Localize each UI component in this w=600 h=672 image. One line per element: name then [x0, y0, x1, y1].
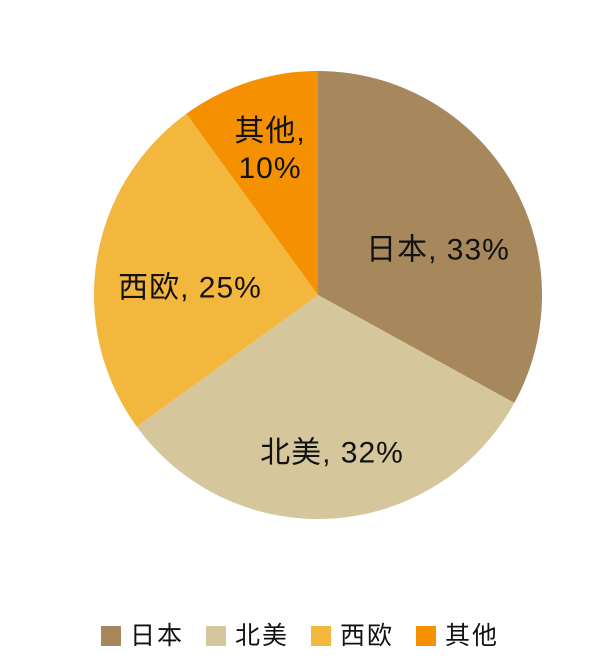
legend-swatch-other: [416, 626, 437, 646]
slice-label-japan: 日本, 33%: [366, 233, 510, 267]
pie-slice-4: [186, 71, 318, 295]
legend-item-other: 其他: [416, 622, 499, 650]
legend-swatch-north-america: [205, 626, 226, 646]
legend-swatch-japan: [100, 626, 121, 646]
legend-item-north-america: 北美: [205, 622, 289, 650]
slice-label-western-europe: 西欧, 25%: [118, 271, 262, 305]
legend-item-western-europe: 西欧: [311, 622, 394, 650]
pie-slice-1: [318, 71, 543, 403]
legend-label-north-america: 北美: [234, 622, 289, 650]
legend-label-other: 其他: [445, 622, 500, 650]
slice-label-north-america: 北美, 32%: [260, 436, 404, 470]
pie-slice-2: [136, 295, 515, 520]
pie-slice-3: [93, 113, 318, 427]
legend-item-japan: 日本: [100, 622, 184, 650]
legend-swatch-western-europe: [311, 626, 331, 646]
slice-label-other-line1: 其他,: [234, 115, 306, 148]
slice-label-other: 其他, 10%: [234, 113, 305, 187]
legend: 日本 北美 西欧 其他: [0, 622, 600, 650]
slice-label-other-line2: 10%: [238, 152, 302, 185]
legend-label-japan: 日本: [129, 622, 184, 650]
legend-label-western-europe: 西欧: [340, 622, 395, 650]
